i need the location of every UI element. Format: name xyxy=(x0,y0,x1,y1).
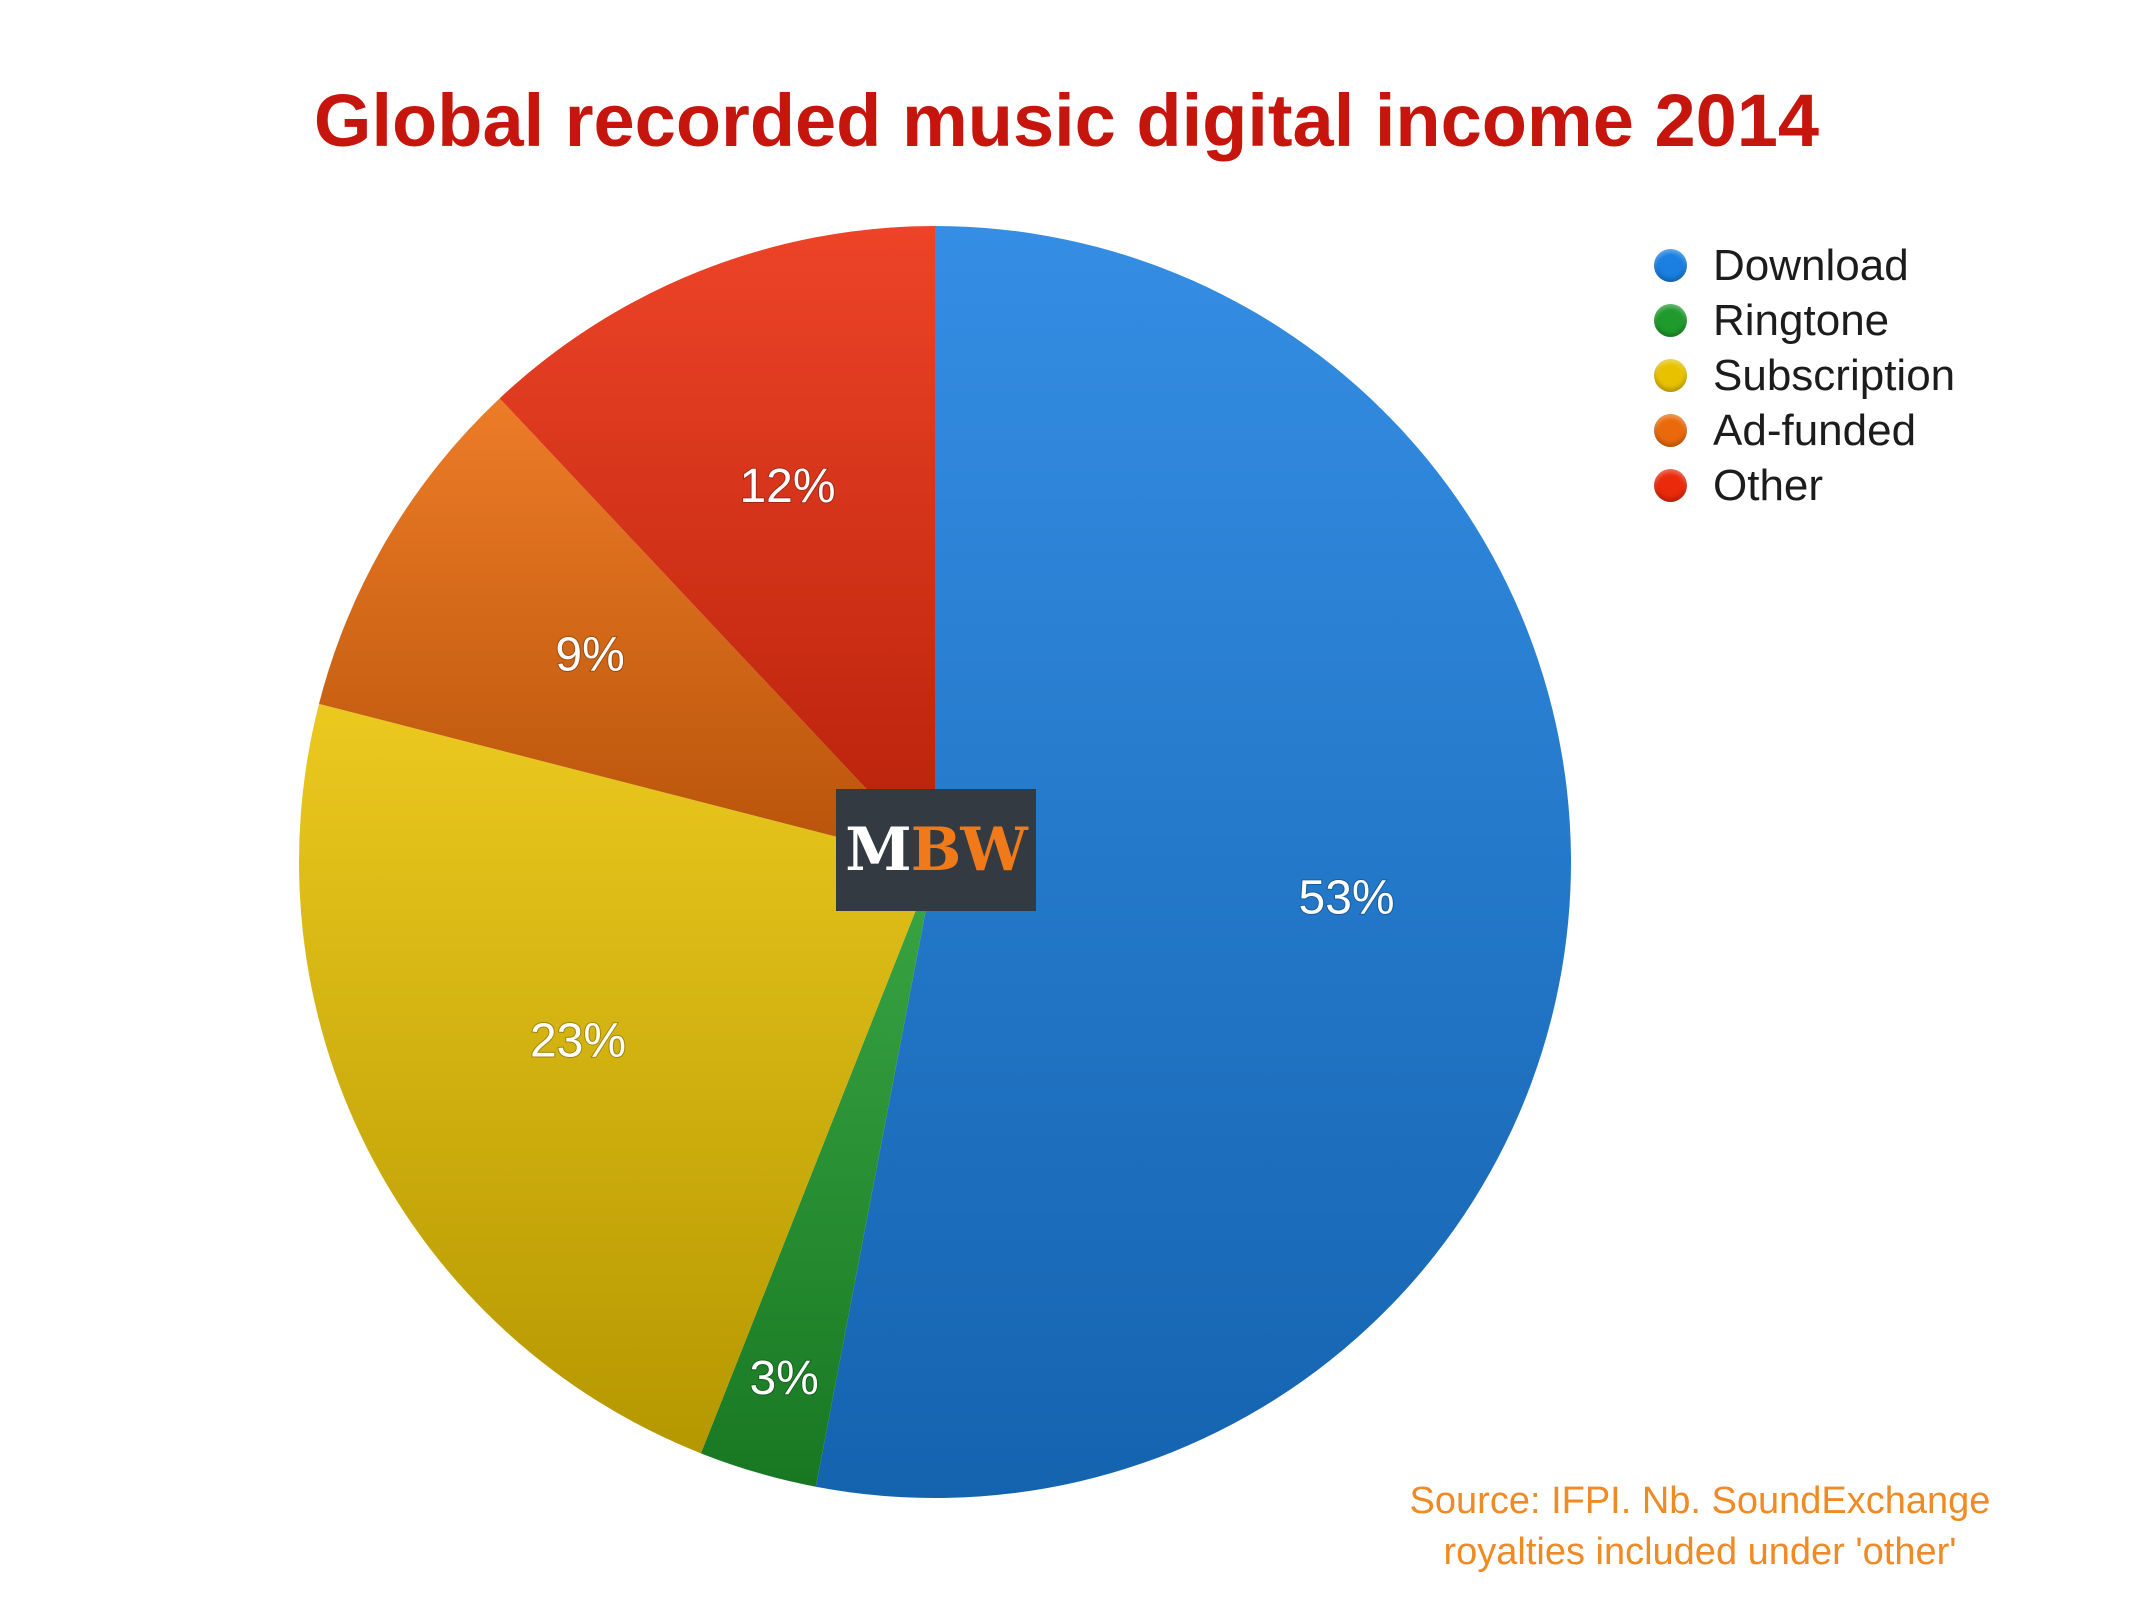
legend-swatch-ringtone xyxy=(1654,304,1687,337)
legend-label-other: Other xyxy=(1713,460,1824,510)
pie-label-other: 12% xyxy=(739,460,835,513)
pie-slice-ad-funded xyxy=(318,398,936,862)
pie-slice-subscription xyxy=(298,703,935,1454)
legend-item-ringtone: Ringtone xyxy=(1654,293,1955,348)
legend-item-ad-funded: Ad-funded xyxy=(1654,403,1955,458)
pie-slice-labels: 53% 3% 23% 9% 12% xyxy=(529,459,1396,1406)
legend-swatch-ad-funded xyxy=(1654,414,1687,447)
logo-letters-bw: BW xyxy=(910,815,1028,885)
pie-slice-download xyxy=(815,226,1572,1498)
legend-label-subscription: Subscription xyxy=(1713,350,1956,400)
chart-title: Global recorded music digital income 201… xyxy=(313,79,1820,162)
legend-swatch-other xyxy=(1654,469,1687,502)
pie-slices xyxy=(298,226,1572,1498)
legend-label-ad-funded: Ad-funded xyxy=(1713,405,1917,455)
legend-label-download: Download xyxy=(1713,240,1909,290)
legend: Download Ringtone Subscription Ad-funded… xyxy=(1654,238,1955,513)
pie-label-ad-funded: 9% xyxy=(555,629,624,682)
pie-label-download: 53% xyxy=(1299,872,1395,925)
source-note-line-1: Source: IFPI. Nb. SoundExchange xyxy=(1409,1480,1991,1522)
pie-label-ringtone: 3% xyxy=(749,1352,818,1405)
legend-item-download: Download xyxy=(1654,238,1955,293)
legend-swatch-subscription xyxy=(1654,359,1687,392)
source-note-line-2: royalties included under 'other' xyxy=(1443,1531,1957,1573)
pie-slice-other xyxy=(499,226,935,862)
pie-slice-ringtone xyxy=(700,862,935,1487)
logo-letter-m: M xyxy=(845,815,911,885)
legend-swatch-download xyxy=(1654,249,1687,282)
source-note: Source: IFPI. Nb. SoundExchange royaltie… xyxy=(1330,1476,2070,1578)
pie-label-subscription: 23% xyxy=(530,1015,626,1068)
legend-label-ringtone: Ringtone xyxy=(1713,295,1890,345)
legend-item-other: Other xyxy=(1654,458,1955,513)
legend-item-subscription: Subscription xyxy=(1654,348,1955,403)
mbw-logo: M BW xyxy=(836,789,1036,911)
